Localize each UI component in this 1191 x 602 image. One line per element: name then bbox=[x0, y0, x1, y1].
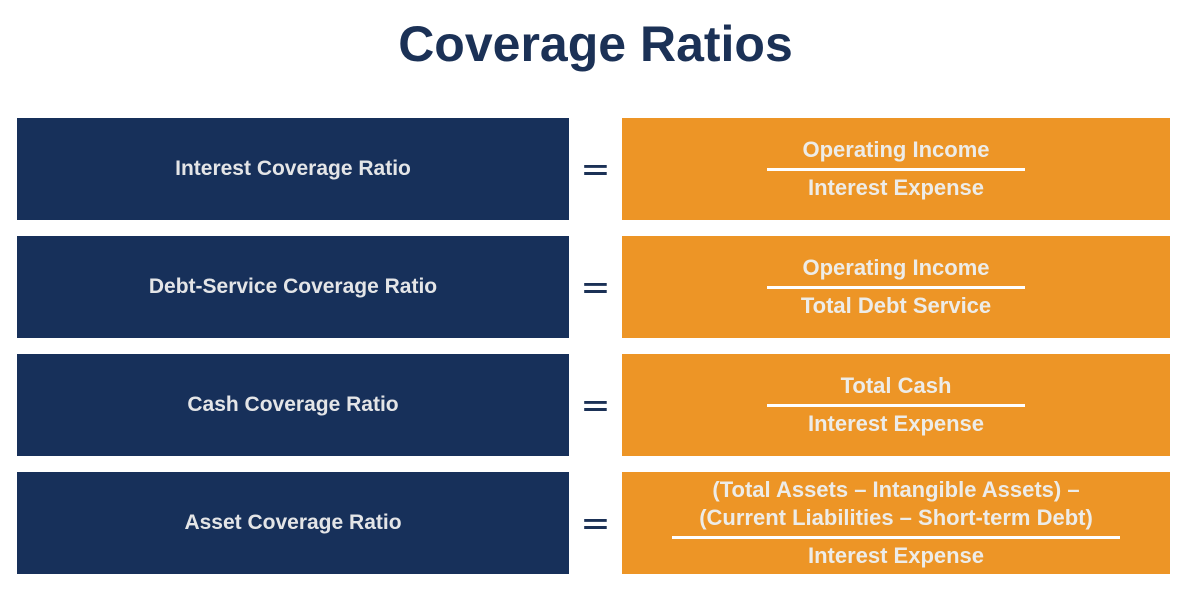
equals-sign: = bbox=[580, 148, 611, 190]
formula-box: (Total Assets – Intangible Assets) – (Cu… bbox=[622, 472, 1170, 574]
ratio-row-asset-coverage: Asset Coverage Ratio = (Total Assets – I… bbox=[17, 472, 1170, 574]
ratio-row-debt-service-coverage: Debt-Service Coverage Ratio = Operating … bbox=[17, 236, 1170, 338]
fraction: Operating Income Total Debt Service bbox=[622, 254, 1170, 320]
fraction-line bbox=[767, 285, 1025, 289]
ratio-name-box: Cash Coverage Ratio bbox=[17, 354, 569, 456]
ratio-row-cash-coverage: Cash Coverage Ratio = Total Cash Interes… bbox=[17, 354, 1170, 456]
fraction-denominator: Interest Expense bbox=[807, 410, 985, 436]
fraction-denominator: Interest Expense bbox=[807, 542, 985, 568]
ratio-row-interest-coverage: Interest Coverage Ratio = Operating Inco… bbox=[17, 118, 1170, 220]
fraction-numerator: Total Cash bbox=[840, 372, 952, 398]
fraction-denominator: Total Debt Service bbox=[800, 292, 992, 318]
fraction-numerator: Operating Income bbox=[802, 136, 990, 162]
ratio-name-label: Debt-Service Coverage Ratio bbox=[148, 275, 438, 298]
formula-box: Total Cash Interest Expense bbox=[622, 354, 1170, 456]
fraction-line bbox=[767, 403, 1025, 407]
ratio-name-label: Asset Coverage Ratio bbox=[184, 511, 402, 534]
ratio-name-box: Debt-Service Coverage Ratio bbox=[17, 236, 569, 338]
equals-sign: = bbox=[580, 502, 611, 544]
equals-sign: = bbox=[580, 266, 611, 308]
fraction-numerator-line-2: (Current Liabilities – Short-term Debt) bbox=[699, 505, 1093, 531]
fraction-denominator: Interest Expense bbox=[807, 174, 985, 200]
ratio-rows: Interest Coverage Ratio = Operating Inco… bbox=[17, 118, 1170, 574]
ratio-name-label: Cash Coverage Ratio bbox=[187, 393, 399, 416]
fraction-line bbox=[767, 167, 1025, 171]
fraction-numerator-line-1: (Total Assets – Intangible Assets) – bbox=[712, 476, 1080, 502]
fraction-numerator: Operating Income bbox=[802, 254, 990, 280]
fraction: Operating Income Interest Expense bbox=[622, 136, 1170, 202]
formula-box: Operating Income Total Debt Service bbox=[622, 236, 1170, 338]
fraction: (Total Assets – Intangible Assets) – (Cu… bbox=[622, 476, 1170, 571]
page-title: Coverage Ratios bbox=[398, 16, 793, 72]
ratio-name-label: Interest Coverage Ratio bbox=[175, 157, 411, 180]
fraction: Total Cash Interest Expense bbox=[622, 372, 1170, 438]
ratio-name-box: Asset Coverage Ratio bbox=[17, 472, 569, 574]
equals-sign: = bbox=[580, 384, 611, 426]
formula-box: Operating Income Interest Expense bbox=[622, 118, 1170, 220]
fraction-line bbox=[672, 535, 1120, 539]
ratio-name-box: Interest Coverage Ratio bbox=[17, 118, 569, 220]
